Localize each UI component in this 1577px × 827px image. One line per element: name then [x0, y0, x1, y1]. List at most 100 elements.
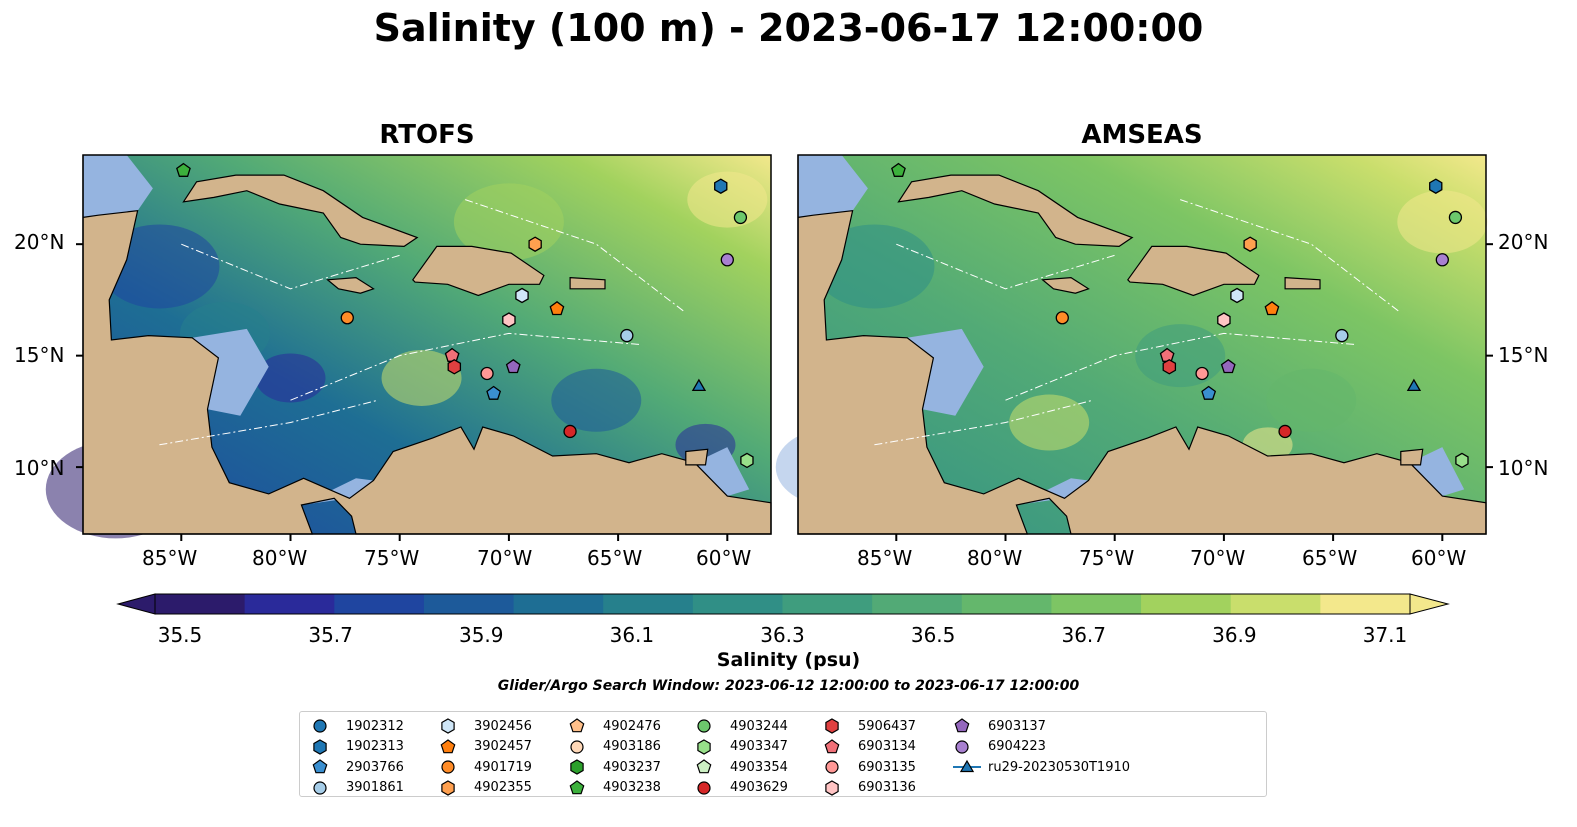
legend-item: 4902476: [567, 716, 661, 736]
legend-item: 4903186: [567, 737, 661, 757]
platform-marker-2903766: [1201, 385, 1217, 400]
salinity-eddy: [1266, 368, 1357, 432]
panel-title-amseas: AMSEAS: [1081, 120, 1203, 150]
rtofs-map: [45, 154, 772, 541]
land-puertorico: [1284, 276, 1321, 290]
colorbar-frame: [154, 593, 1411, 615]
platform-marker-ru29-20230530T1910: [1406, 378, 1422, 392]
legend-label: 4903354: [730, 759, 788, 775]
colorbar-tick-label: 35.9: [458, 623, 504, 647]
legend-item: 6903134: [822, 737, 916, 757]
legend-item: 4903347: [694, 737, 788, 757]
platform-marker-4901719: [340, 311, 354, 325]
salinity-eddy: [1135, 324, 1226, 388]
pentagon-marker-icon: [440, 738, 456, 753]
platform-marker-4903244: [733, 210, 748, 225]
legend-label: 4901719: [474, 759, 532, 775]
legend-item: 3902456: [438, 716, 532, 736]
pentagon-marker-icon: [569, 779, 585, 794]
legend-label: 3901861: [346, 780, 404, 795]
colorbar-tick-label: 37.1: [1362, 623, 1408, 647]
lon-tick-left-85w: 85°W: [142, 546, 198, 570]
legend-label: 4903244: [730, 718, 788, 734]
legend-label: 1902313: [346, 739, 404, 754]
colorbar-segment: [872, 594, 963, 614]
platform-marker-4903244: [1448, 210, 1463, 225]
lat-tick-left-10n: 10°N: [14, 456, 65, 480]
legend-label: 4903237: [603, 759, 661, 775]
circle-marker-icon: [570, 739, 584, 754]
platform-marker-3902456: [1230, 287, 1244, 304]
legend-item: 4901719: [438, 757, 532, 777]
lon-tick-left-65w: 65°W: [587, 546, 643, 570]
platform-marker-1902313: [714, 178, 728, 194]
land-cuba: [182, 174, 419, 248]
colorbar-tick-label: 36.7: [1061, 623, 1107, 647]
colorbar-extend-high: [1409, 593, 1450, 615]
pentagon-marker-icon: [696, 759, 712, 774]
platform-marker-3902457: [1264, 300, 1280, 316]
platform-marker-2903766: [486, 385, 502, 400]
platform-marker-4903238: [891, 162, 906, 177]
eez-boundary: [1180, 199, 1399, 312]
platform-marker-5906437: [1162, 359, 1177, 375]
legend-item: 1902312: [310, 716, 404, 736]
legend-item: 2903766: [310, 757, 404, 777]
hexagon-marker-icon: [570, 759, 584, 775]
platform-marker-4902355: [1243, 236, 1257, 252]
continental-shelf: [798, 155, 868, 218]
circle-marker-icon: [313, 719, 327, 733]
salinity-eddy: [1009, 394, 1090, 451]
platform-marker-4902355: [528, 236, 542, 252]
colorbar-tick-label: 36.1: [609, 623, 655, 647]
legend-item: 4903354: [694, 757, 788, 777]
platform-marker-4903629: [1278, 424, 1292, 439]
colorbar-tick-label: 36.3: [760, 623, 805, 647]
land-jamaica: [1041, 276, 1090, 294]
platform-marker-4903347: [740, 452, 754, 469]
platform-marker-4903629: [563, 424, 577, 439]
lat-tick-right-10n: 10°N: [1498, 456, 1549, 480]
legend-item: 4902355: [438, 778, 532, 798]
colorbar-tick-label: 35.7: [308, 623, 353, 647]
legend-item: 4903244: [694, 716, 788, 736]
legend-label: 2903766: [346, 759, 404, 775]
map-frame: [82, 154, 772, 535]
circle-marker-icon: [441, 760, 455, 774]
legend-label: 6903137: [988, 718, 1046, 734]
colorbar-segment: [423, 594, 515, 614]
continental-shelf: [83, 155, 153, 218]
platform-marker-4901719: [1055, 311, 1069, 325]
salinity-eddy: [551, 368, 642, 432]
circle-marker-icon: [697, 719, 711, 733]
platform-marker-6903137: [1220, 358, 1236, 374]
eez-boundary: [290, 332, 641, 401]
circle-marker-icon: [955, 739, 969, 754]
colorbar-segment: [334, 594, 425, 614]
platform-marker-6903135: [1195, 366, 1209, 381]
legend-label: 6903135: [858, 759, 916, 775]
search-window-text: Glider/Argo Search Window: 2023-06-12 12…: [497, 678, 1080, 694]
land-cuba: [897, 174, 1134, 248]
eez-boundary: [159, 399, 379, 446]
lon-tick-right-75w: 75°W: [1079, 546, 1135, 570]
pentagon-marker-icon: [569, 718, 585, 733]
colorbar-tick-label: 35.5: [157, 623, 203, 647]
lat-tick-right-20n: 20°N: [1498, 230, 1549, 254]
platform-marker-6903136: [1217, 312, 1231, 328]
platform-marker-4903347: [1455, 452, 1469, 469]
land-jamaica: [326, 276, 375, 294]
legend-item: 6903136: [822, 778, 916, 798]
lon-tick-left-75w: 75°W: [364, 546, 420, 570]
figure-title: Salinity (100 m) - 2023-06-17 12:00:00: [373, 6, 1204, 50]
colorbar-tick-label: 36.9: [1212, 623, 1257, 647]
hexagon-marker-icon: [825, 718, 839, 734]
circle-marker-icon: [697, 780, 711, 795]
legend-label: 1902312: [346, 718, 404, 734]
lon-tick-left-80w: 80°W: [252, 546, 308, 570]
lat-tick-left-20n: 20°N: [14, 230, 65, 254]
legend-item: 5906437: [822, 716, 916, 736]
eez-boundary: [465, 199, 684, 312]
eez-boundary: [896, 243, 1115, 290]
legend-label: 4902476: [603, 718, 661, 734]
